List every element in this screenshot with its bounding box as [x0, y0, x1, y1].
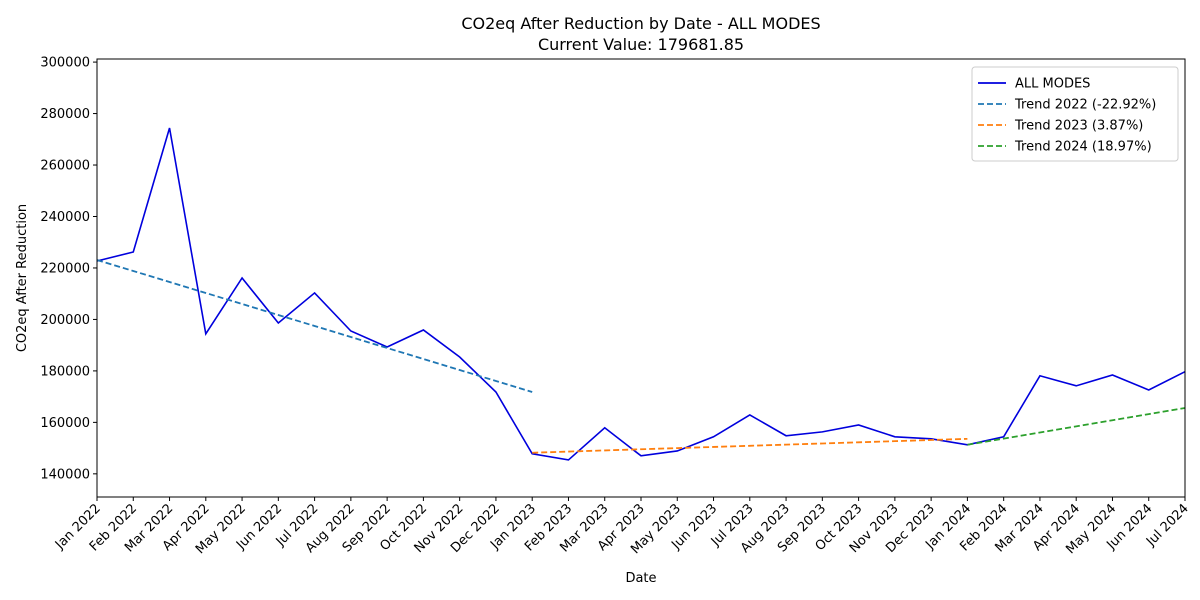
chart-title: CO2eq After Reduction by Date - ALL MODE…	[461, 14, 820, 33]
legend-label: Trend 2022 (-22.92%)	[1014, 98, 1156, 113]
series-line	[967, 407, 1186, 446]
plot-frame	[96, 58, 1186, 498]
legend-label: Trend 2024 (18.97%)	[1014, 140, 1152, 155]
legend-box	[971, 66, 1179, 162]
y-tick-label: 220000	[40, 261, 90, 276]
series-line	[532, 437, 968, 454]
x-axis-label: Date	[625, 571, 656, 586]
legend-label: Trend 2023 (3.87%)	[1014, 119, 1143, 134]
y-tick-label: 300000	[40, 56, 90, 71]
chart-subtitle: Current Value: 179681.85	[538, 35, 744, 54]
series-line	[96, 127, 1186, 461]
y-tick-label: 240000	[40, 210, 90, 225]
series-line	[96, 259, 533, 393]
y-tick-label: 180000	[40, 364, 90, 379]
y-tick-label: 200000	[40, 313, 90, 328]
y-tick-label: 140000	[40, 467, 90, 482]
y-tick-label: 160000	[40, 416, 90, 431]
y-axis-label: CO2eq After Reduction	[15, 204, 30, 352]
y-tick-label: 280000	[40, 107, 90, 122]
legend-label: ALL MODES	[1015, 77, 1090, 92]
y-tick-label: 260000	[40, 159, 90, 174]
